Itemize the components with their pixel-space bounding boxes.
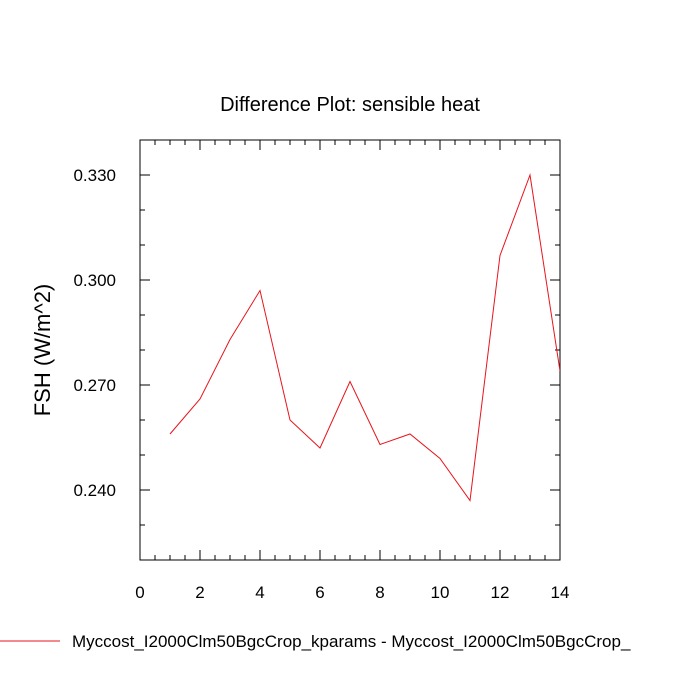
x-axis-ticks [139,140,561,560]
x-tick-label: 8 [375,583,384,602]
x-tick-label: 14 [551,583,570,602]
legend-label: Myccost_I2000Clm50BgcCrop_kparams - Mycc… [72,632,631,651]
x-tick-label: 10 [431,583,450,602]
chart-title: Difference Plot: sensible heat [220,94,480,116]
y-axis-label: FSH (W/m^2) [30,284,55,417]
y-tick-label: 0.240 [73,481,116,500]
x-tick-label: 2 [195,583,204,602]
series-layer [169,173,560,502]
x-tick-label: 12 [491,583,510,602]
plot-frame [139,139,561,561]
y-axis-ticks [140,139,560,561]
x-axis-tick-labels: 0 2 4 6 8 10 12 14 [135,583,569,602]
series-line [169,173,560,502]
x-tick-label: 6 [315,583,324,602]
y-tick-label: 0.300 [73,271,116,290]
y-tick-label: 0.330 [73,166,116,185]
legend: Myccost_I2000Clm50BgcCrop_kparams - Mycc… [0,632,631,651]
y-axis-tick-labels: 0.240 0.270 0.300 0.330 [73,166,116,500]
y-tick-label: 0.270 [73,376,116,395]
x-tick-label: 4 [255,583,264,602]
x-tick-label: 0 [135,583,144,602]
